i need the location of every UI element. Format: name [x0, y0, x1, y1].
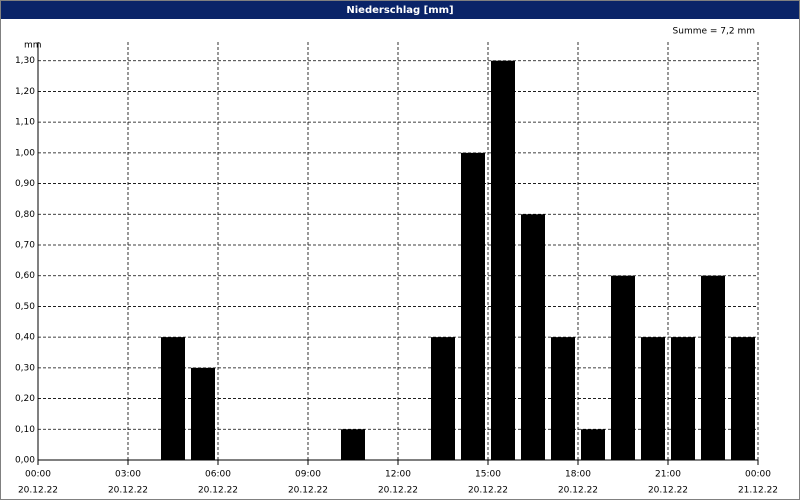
bar — [731, 337, 755, 460]
y-tick-label: 1,20 — [15, 87, 35, 97]
y-tick-label: 1,10 — [15, 118, 35, 128]
x-tick-date: 20.12.22 — [468, 486, 508, 496]
x-tick-label: 00:00 — [25, 470, 51, 480]
bar — [551, 337, 575, 460]
x-tick-label: 03:00 — [115, 470, 141, 480]
bar — [641, 337, 665, 460]
bar — [161, 337, 185, 460]
x-tick-date: 20.12.22 — [558, 486, 598, 496]
bar — [521, 214, 545, 460]
x-tick-date: 20.12.22 — [18, 486, 58, 496]
bar — [581, 429, 605, 460]
y-tick-label: 0,10 — [15, 425, 35, 435]
x-tick-date: 20.12.22 — [648, 486, 688, 496]
bar — [671, 337, 695, 460]
x-tick-date: 20.12.22 — [288, 486, 328, 496]
x-tick-label: 00:00 — [745, 470, 771, 480]
x-tick-label: 21:00 — [655, 470, 681, 480]
y-tick-label: 0,70 — [15, 241, 35, 251]
y-tick-label: 0,20 — [15, 394, 35, 404]
y-tick-label: 0,60 — [15, 271, 35, 281]
bar — [341, 429, 365, 460]
y-tick-label: 1,00 — [15, 148, 35, 158]
y-tick-label: 0,40 — [15, 333, 35, 343]
x-tick-date: 20.12.22 — [378, 486, 418, 496]
y-tick-label: 0,80 — [15, 210, 35, 220]
x-tick-date: 21.12.22 — [738, 486, 778, 496]
y-tick-label: 0,30 — [15, 363, 35, 373]
title-bar — [1, 1, 799, 19]
x-tick-date: 20.12.22 — [108, 486, 148, 496]
bar — [191, 367, 215, 460]
bar — [701, 275, 725, 460]
x-tick-label: 15:00 — [475, 470, 501, 480]
x-tick-label: 09:00 — [295, 470, 321, 480]
bar — [491, 60, 515, 460]
chart-title: Niederschlag [mm] — [346, 5, 453, 16]
y-tick-label: 0,90 — [15, 179, 35, 189]
y-axis-label: mm — [24, 41, 42, 51]
y-tick-label: 0,00 — [15, 456, 35, 466]
x-tick-label: 06:00 — [205, 470, 231, 480]
x-tick-label: 12:00 — [385, 470, 411, 480]
x-tick-label: 18:00 — [565, 470, 591, 480]
y-tick-label: 1,30 — [15, 56, 35, 66]
annotation: Summe = 7,2 mm — [673, 27, 755, 37]
x-tick-date: 20.12.22 — [198, 486, 238, 496]
bar — [461, 152, 485, 460]
y-tick-label: 0,50 — [15, 302, 35, 312]
bar — [611, 275, 635, 460]
bar — [431, 337, 455, 460]
